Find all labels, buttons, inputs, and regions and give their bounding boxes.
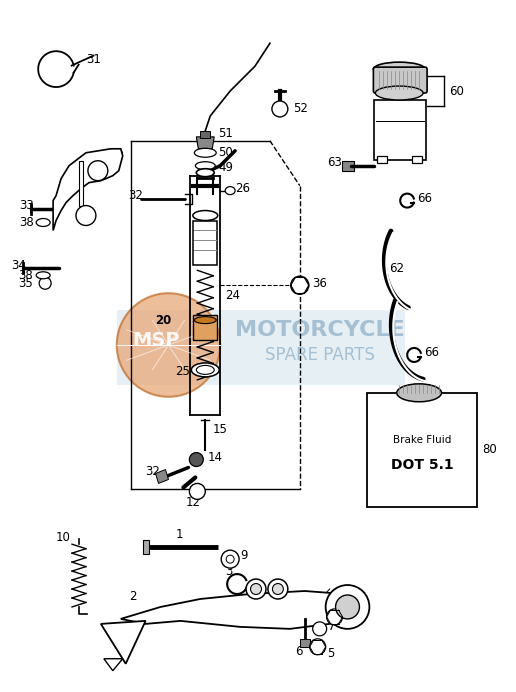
Polygon shape (200, 131, 210, 138)
FancyBboxPatch shape (375, 100, 426, 160)
Polygon shape (101, 621, 146, 664)
Ellipse shape (196, 169, 214, 176)
Circle shape (221, 550, 239, 568)
Circle shape (189, 453, 203, 466)
Text: 50: 50 (218, 146, 233, 159)
Text: 32: 32 (127, 189, 142, 202)
Text: 33: 33 (19, 199, 34, 212)
Circle shape (291, 276, 309, 294)
Text: 1: 1 (175, 528, 183, 540)
FancyBboxPatch shape (374, 67, 427, 93)
Polygon shape (300, 639, 310, 647)
Text: 34: 34 (11, 259, 26, 272)
Text: 52: 52 (293, 102, 308, 116)
Text: 63: 63 (328, 156, 343, 170)
Polygon shape (377, 156, 388, 163)
FancyBboxPatch shape (194, 221, 217, 265)
Text: 25: 25 (175, 365, 190, 379)
Circle shape (326, 585, 369, 629)
Ellipse shape (191, 363, 219, 377)
Text: 6: 6 (295, 645, 302, 658)
Text: 80: 80 (482, 443, 496, 456)
Text: 2: 2 (128, 590, 136, 603)
Text: 66: 66 (417, 192, 432, 205)
Polygon shape (155, 469, 169, 484)
Text: 51: 51 (218, 127, 233, 140)
Text: 20: 20 (155, 313, 172, 327)
Ellipse shape (193, 210, 218, 221)
Text: 62: 62 (389, 262, 405, 275)
Text: 30: 30 (109, 149, 123, 162)
Text: 9: 9 (240, 549, 248, 562)
Ellipse shape (195, 317, 216, 324)
Text: SPARE PARTS: SPARE PARTS (265, 346, 375, 364)
Text: 66: 66 (424, 347, 439, 359)
Ellipse shape (246, 579, 266, 599)
Text: MOTORCYCLE: MOTORCYCLE (235, 320, 405, 340)
Ellipse shape (397, 384, 442, 402)
Text: 3: 3 (225, 565, 233, 578)
Polygon shape (53, 149, 123, 230)
Text: MSP: MSP (132, 331, 179, 349)
Text: 38: 38 (19, 216, 34, 229)
Circle shape (335, 595, 360, 619)
Circle shape (39, 277, 51, 289)
Text: 36: 36 (312, 277, 327, 290)
Text: 31: 31 (86, 53, 101, 66)
Ellipse shape (196, 162, 215, 170)
Circle shape (327, 609, 343, 625)
Circle shape (88, 161, 108, 181)
Ellipse shape (374, 62, 425, 76)
Circle shape (272, 101, 288, 117)
Ellipse shape (272, 583, 283, 594)
FancyBboxPatch shape (117, 310, 405, 385)
Polygon shape (104, 659, 123, 671)
Circle shape (117, 293, 220, 397)
Text: 4: 4 (251, 601, 259, 614)
Ellipse shape (195, 148, 216, 157)
Text: Brake Fluid: Brake Fluid (393, 435, 452, 445)
Polygon shape (412, 156, 422, 163)
Text: 4: 4 (273, 601, 280, 614)
Text: 8: 8 (343, 604, 350, 617)
Polygon shape (79, 161, 83, 206)
Circle shape (189, 484, 205, 500)
Ellipse shape (196, 365, 214, 374)
Ellipse shape (375, 86, 423, 100)
Ellipse shape (36, 219, 50, 226)
FancyBboxPatch shape (367, 393, 477, 507)
Ellipse shape (225, 187, 235, 194)
Text: 49: 49 (218, 161, 233, 174)
Circle shape (76, 206, 96, 226)
Polygon shape (196, 137, 214, 149)
Circle shape (310, 639, 326, 655)
Text: 24: 24 (225, 289, 240, 302)
Ellipse shape (251, 583, 262, 594)
Ellipse shape (36, 272, 50, 279)
Circle shape (226, 555, 234, 563)
Polygon shape (342, 161, 354, 171)
Text: 15: 15 (212, 424, 227, 436)
Text: 14: 14 (207, 451, 222, 464)
Text: 26: 26 (235, 182, 250, 195)
Text: DOT 5.1: DOT 5.1 (391, 457, 454, 471)
Text: 35: 35 (18, 277, 33, 290)
Text: 38: 38 (18, 268, 33, 282)
Ellipse shape (268, 579, 288, 599)
Circle shape (313, 622, 327, 636)
Polygon shape (121, 591, 360, 629)
Polygon shape (142, 540, 149, 554)
Text: 5: 5 (328, 647, 335, 660)
FancyBboxPatch shape (194, 315, 217, 340)
Text: 12: 12 (185, 496, 200, 509)
Text: 7: 7 (328, 620, 335, 633)
Text: 32: 32 (146, 465, 160, 478)
Text: 10: 10 (56, 531, 71, 544)
Text: 60: 60 (449, 84, 464, 98)
